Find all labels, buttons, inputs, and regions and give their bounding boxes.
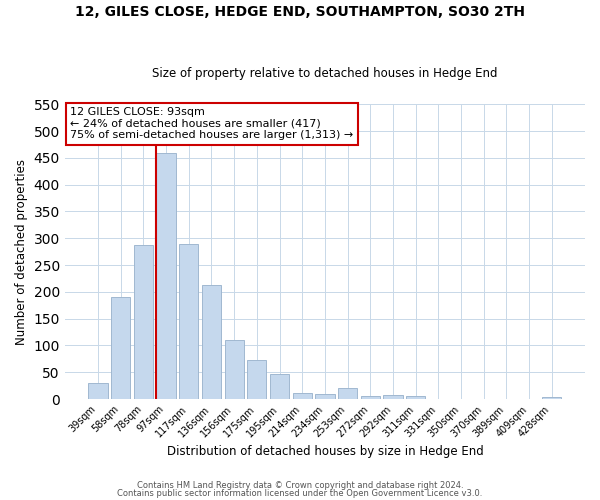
Bar	[224, 340, 244, 399]
Bar	[315, 394, 335, 399]
Bar	[202, 286, 221, 399]
Bar	[111, 297, 130, 399]
Text: Contains HM Land Registry data © Crown copyright and database right 2024.: Contains HM Land Registry data © Crown c…	[137, 481, 463, 490]
Text: 12, GILES CLOSE, HEDGE END, SOUTHAMPTON, SO30 2TH: 12, GILES CLOSE, HEDGE END, SOUTHAMPTON,…	[75, 5, 525, 19]
Bar	[383, 396, 403, 399]
Bar	[179, 244, 199, 399]
Bar	[157, 152, 176, 399]
Bar	[361, 396, 380, 399]
Bar	[293, 392, 312, 399]
Bar	[406, 396, 425, 399]
Text: Contains public sector information licensed under the Open Government Licence v3: Contains public sector information licen…	[118, 488, 482, 498]
Bar	[247, 360, 266, 399]
Title: Size of property relative to detached houses in Hedge End: Size of property relative to detached ho…	[152, 66, 497, 80]
Bar	[338, 388, 357, 399]
Bar	[270, 374, 289, 399]
X-axis label: Distribution of detached houses by size in Hedge End: Distribution of detached houses by size …	[167, 444, 483, 458]
Bar	[542, 397, 562, 399]
Bar	[88, 383, 108, 399]
Text: 12 GILES CLOSE: 93sqm
← 24% of detached houses are smaller (417)
75% of semi-det: 12 GILES CLOSE: 93sqm ← 24% of detached …	[70, 107, 353, 140]
Bar	[134, 245, 153, 399]
Y-axis label: Number of detached properties: Number of detached properties	[15, 158, 28, 344]
